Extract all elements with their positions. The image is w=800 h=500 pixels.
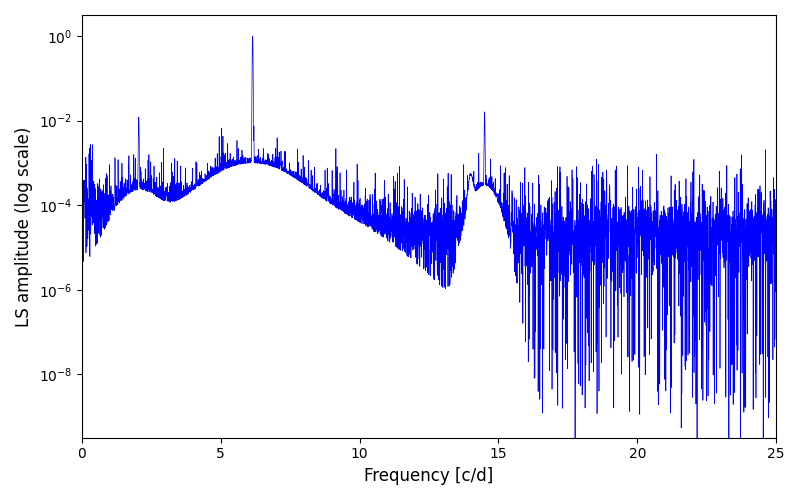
Y-axis label: LS amplitude (log scale): LS amplitude (log scale) <box>15 126 33 326</box>
X-axis label: Frequency [c/d]: Frequency [c/d] <box>364 467 494 485</box>
